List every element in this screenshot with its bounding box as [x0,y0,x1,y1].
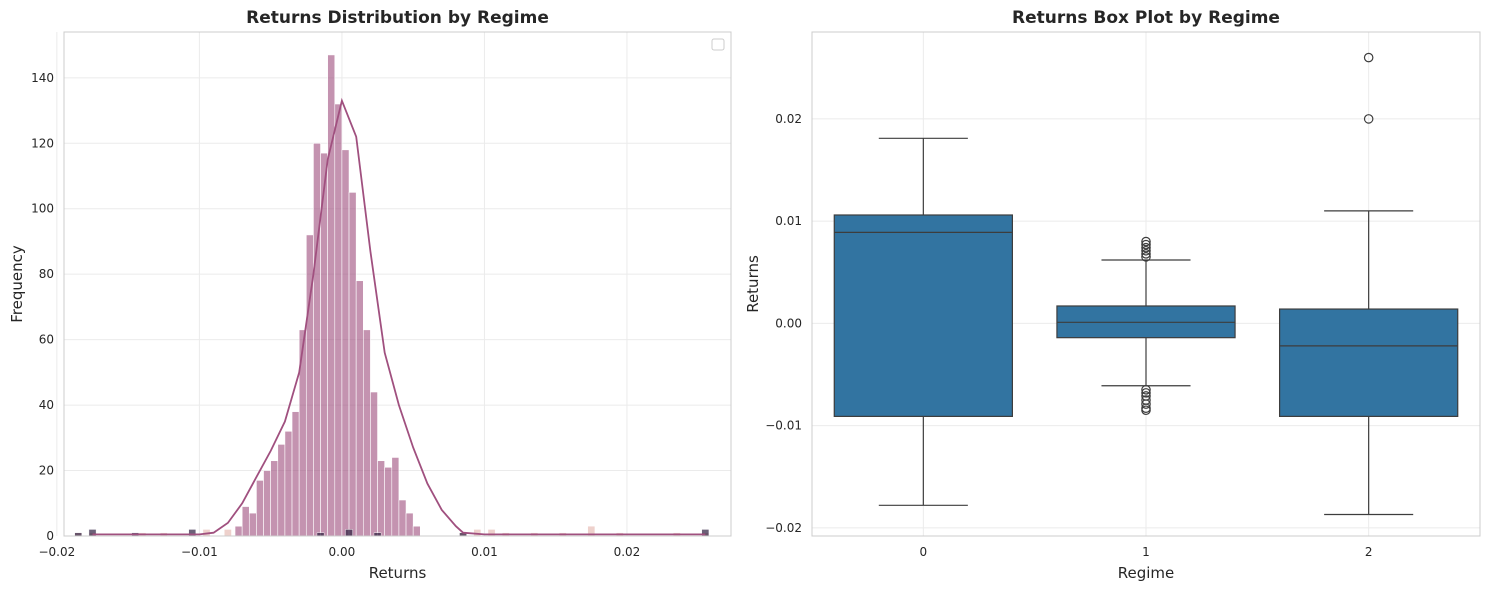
histogram-bar [256,480,264,537]
x-tick-label: 0.02 [614,545,641,559]
y-tick-label: 120 [31,136,54,150]
y-tick-label: 20 [39,464,54,478]
histogram-bar [224,529,232,537]
kde-curve [92,97,706,536]
boxplot-xlabel: Regime [1118,564,1175,582]
y-tick-label: −0.01 [765,419,802,433]
outlier-point [1141,388,1151,398]
outlier-point [1141,405,1151,416]
y-tick-label: 0.01 [775,214,802,228]
histogram-bars [74,54,710,537]
outlier-point [1141,399,1151,409]
histogram-bar [345,529,353,537]
box-iqr [1278,308,1459,417]
histogram-title: Returns Distribution by Regime [246,8,549,28]
outlier-point [1141,245,1151,256]
histogram-frame [63,31,732,537]
y-tick-label: 40 [39,398,54,412]
boxplot-title: Returns Box Plot by Regime [1012,8,1280,28]
histogram-bar [412,525,421,537]
y-tick-label: 80 [39,267,54,281]
x-tick-label: 0.01 [471,545,498,559]
histogram-bar [341,149,350,537]
y-tick-label: 100 [31,202,54,216]
histogram-xlabel: Returns [369,564,427,582]
histogram-bar [391,457,400,537]
boxplot-ylabel: Returns [744,255,762,313]
boxplot-boxes [833,52,1459,516]
histogram-bar [277,444,286,537]
histogram-panel: −0.02 −0.01 0.00 0.01 0.02 0 20 40 60 80 100 120 140… [8,8,732,582]
histogram-ylabel: Frequency [8,245,26,323]
outlier-point [1363,114,1374,124]
box-iqr [833,214,1013,417]
histogram-bar [291,411,300,537]
histogram-bar [248,512,257,537]
y-tick-label: 0.00 [775,316,802,330]
histogram-bar [334,103,343,537]
histogram-plot-area [64,32,731,536]
boxplot-frame [811,31,1481,537]
histogram-ticks: −0.02 −0.01 0.00 0.01 0.02 0 20 40 60 80 100 120 140 [31,71,640,559]
x-tick-label: 1 [1142,545,1150,559]
outlier-point [1141,252,1151,262]
outlier-point [1141,236,1151,247]
x-tick-label: −0.01 [181,545,218,559]
y-tick-label: 0 [46,529,54,543]
histogram-bar [241,506,250,537]
histogram-bar [327,54,336,537]
histogram-bar [234,525,243,537]
x-tick-label: 0.00 [329,545,356,559]
histogram-bar [348,192,357,537]
x-tick-label: −0.02 [38,545,75,559]
histogram-bar [398,499,407,537]
outlier-point [1141,242,1151,253]
y-tick-label: 140 [31,71,54,85]
histogram-bar [263,470,271,537]
histogram-bar [405,512,414,537]
y-tick-label: 0.02 [775,112,802,126]
x-tick-label: 2 [1365,545,1373,559]
y-tick-label: 60 [39,333,54,347]
boxplot-panel: −0.02 −0.01 0.00 0.01 0.02 0 1 2 Returns Box Pl… [744,8,1481,582]
outlier-point [1363,52,1374,63]
histogram-bar [362,329,371,537]
histogram-bar [377,460,385,537]
histogram-bar [370,391,378,537]
outlier-point [1141,249,1151,259]
legend-box [711,38,725,51]
outlier-point [1141,385,1151,395]
histogram-bar [384,466,393,537]
boxplot-ticks: −0.02 −0.01 0.00 0.01 0.02 0 1 2 [765,112,1372,559]
histogram-bar [313,142,321,537]
histogram-bar [284,430,293,537]
outlier-point [1141,239,1151,250]
x-tick-label: 0 [920,545,928,559]
histogram-bar [270,460,279,537]
histogram-bar [473,529,482,537]
histogram-bar [355,280,364,537]
y-tick-label: −0.02 [765,521,802,535]
